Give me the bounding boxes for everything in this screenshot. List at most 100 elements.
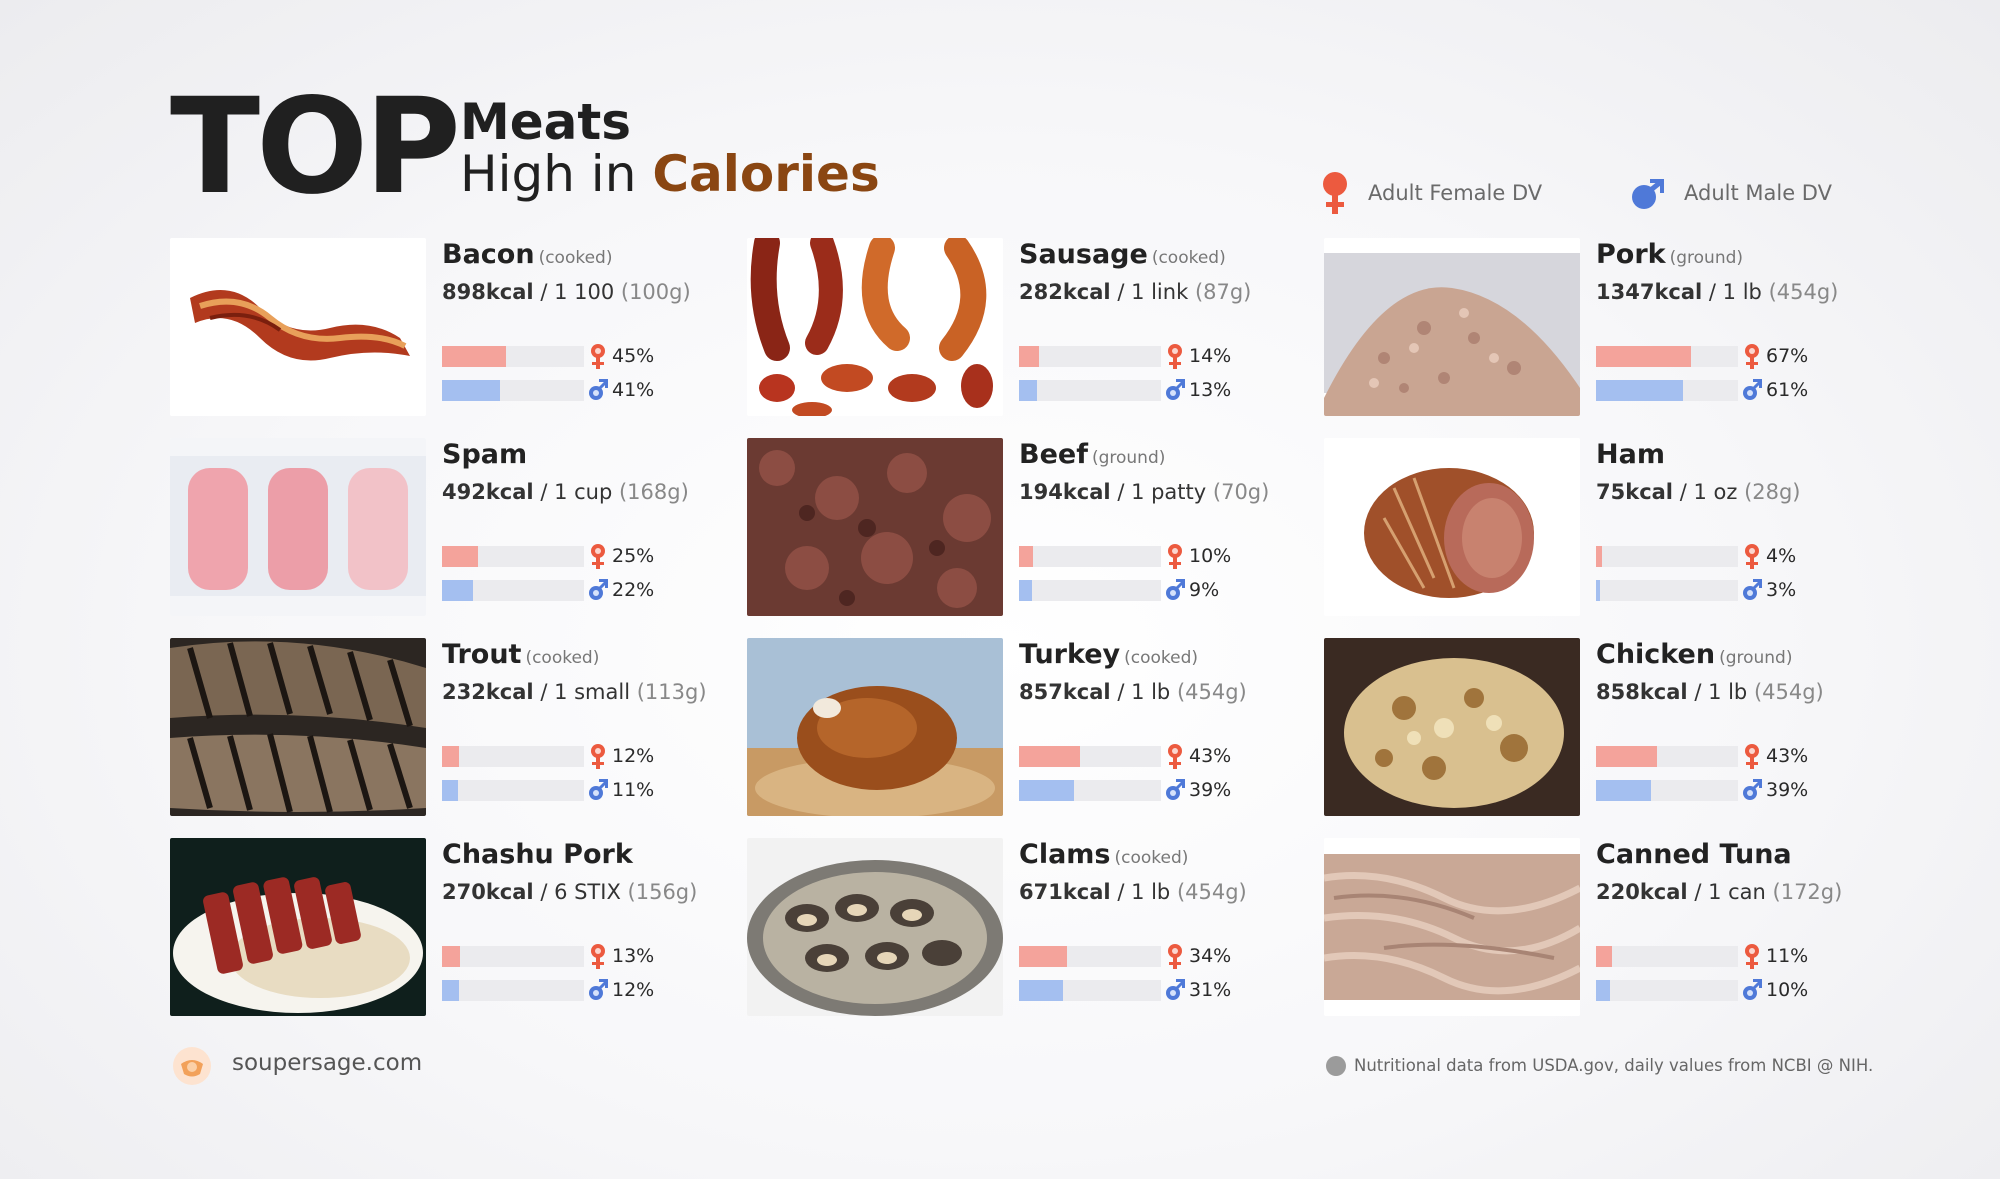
male-dv-pct: 39% bbox=[1766, 779, 1809, 801]
female-dv-row: 12% bbox=[442, 740, 702, 774]
male-symbol-icon bbox=[1743, 379, 1763, 400]
male-dv-pct: 12% bbox=[612, 979, 655, 1001]
food-kcal: 857kcal bbox=[1019, 680, 1111, 704]
male-symbol-icon bbox=[1166, 579, 1186, 600]
food-name: Bacon (cooked) bbox=[442, 238, 722, 275]
female-symbol-icon bbox=[591, 344, 605, 369]
title-prefix: High in bbox=[460, 145, 637, 203]
female-dv-row: 43% bbox=[1596, 740, 1856, 774]
male-dv-row: 12% bbox=[442, 974, 702, 1008]
footer-source: Nutritional data from USDA.gov, daily va… bbox=[1354, 1056, 1874, 1075]
food-grams: (87g) bbox=[1194, 280, 1252, 304]
food-name: Ham bbox=[1596, 438, 1876, 475]
food-prep: (ground) bbox=[1091, 448, 1166, 468]
food-grams: (454g) bbox=[1176, 680, 1247, 704]
soupersage-logo-icon bbox=[173, 1047, 211, 1085]
legend-male-label: Adult Male DV bbox=[1684, 181, 1832, 205]
food-name-text: Turkey bbox=[1019, 639, 1121, 670]
female-dv-pct: 67% bbox=[1766, 345, 1809, 367]
food-name-text: Sausage bbox=[1019, 239, 1148, 270]
food-card: Spam 492kcal / 1 cup (168g) 25% 22% bbox=[170, 438, 710, 618]
info-dot-icon bbox=[1326, 1056, 1346, 1076]
male-dv-track bbox=[1019, 580, 1161, 601]
food-amount: / 1 lb bbox=[1117, 680, 1171, 704]
male-dv-fill bbox=[442, 580, 473, 601]
female-symbol-icon bbox=[591, 544, 605, 569]
dv-bars: 13% 12% bbox=[442, 940, 702, 1008]
food-grams: (168g) bbox=[618, 480, 689, 504]
food-serving: 492kcal / 1 cup (168g) bbox=[442, 477, 722, 507]
sausage-photo bbox=[747, 238, 1003, 416]
female-dv-track bbox=[1019, 546, 1161, 567]
female-dv-track bbox=[1019, 746, 1161, 767]
food-serving: 282kcal / 1 link (87g) bbox=[1019, 277, 1299, 307]
bacon-photo bbox=[170, 238, 426, 416]
female-dv-fill bbox=[1596, 546, 1602, 567]
food-prep: (cooked) bbox=[1124, 648, 1199, 668]
male-symbol-icon bbox=[589, 779, 609, 800]
female-dv-track bbox=[1019, 946, 1161, 967]
food-amount: / 1 small bbox=[540, 680, 631, 704]
food-serving: 671kcal / 1 lb (454g) bbox=[1019, 877, 1299, 907]
female-symbol-icon bbox=[1745, 544, 1759, 569]
male-symbol-icon bbox=[1743, 779, 1763, 800]
male-dv-fill bbox=[1596, 580, 1600, 601]
dv-bars: 25% 22% bbox=[442, 540, 702, 608]
female-dv-fill bbox=[442, 946, 460, 967]
food-amount: / 1 lb bbox=[1708, 280, 1762, 304]
male-dv-pct: 9% bbox=[1189, 579, 1220, 601]
food-name: Turkey (cooked) bbox=[1019, 638, 1299, 675]
female-dv-track bbox=[1596, 946, 1738, 967]
food-info: Clams (cooked) 671kcal / 1 lb (454g) bbox=[1019, 838, 1299, 907]
food-name: Canned Tuna bbox=[1596, 838, 1876, 875]
food-name-text: Pork bbox=[1596, 239, 1666, 270]
clams-photo bbox=[747, 838, 1003, 1016]
food-kcal: 1347kcal bbox=[1596, 280, 1703, 304]
male-dv-fill bbox=[442, 780, 458, 801]
food-grams: (454g) bbox=[1176, 880, 1247, 904]
food-prep: (cooked) bbox=[525, 648, 600, 668]
dv-bars: 10% 9% bbox=[1019, 540, 1279, 608]
female-dv-fill bbox=[1019, 546, 1033, 567]
food-name: Clams (cooked) bbox=[1019, 838, 1299, 875]
female-dv-fill bbox=[442, 546, 478, 567]
food-serving: 232kcal / 1 small (113g) bbox=[442, 677, 722, 707]
ham-photo bbox=[1324, 438, 1580, 616]
food-card: Chashu Pork 270kcal / 6 STIX (156g) 13% … bbox=[170, 838, 710, 1018]
food-kcal: 270kcal bbox=[442, 880, 534, 904]
dv-bars: 67% 61% bbox=[1596, 340, 1856, 408]
female-dv-fill bbox=[442, 746, 459, 767]
food-kcal: 220kcal bbox=[1596, 880, 1688, 904]
dv-bars: 43% 39% bbox=[1019, 740, 1279, 808]
female-dv-fill bbox=[1019, 946, 1067, 967]
male-symbol-icon bbox=[589, 979, 609, 1000]
female-dv-track bbox=[1596, 346, 1738, 367]
female-dv-track bbox=[442, 946, 584, 967]
food-name: Chashu Pork bbox=[442, 838, 722, 875]
female-dv-row: 45% bbox=[442, 340, 702, 374]
food-serving: 270kcal / 6 STIX (156g) bbox=[442, 877, 722, 907]
male-dv-pct: 10% bbox=[1766, 979, 1809, 1001]
food-serving: 1347kcal / 1 lb (454g) bbox=[1596, 277, 1876, 307]
female-dv-pct: 25% bbox=[612, 545, 655, 567]
food-card: Bacon (cooked) 898kcal / 1 100 (100g) 45%… bbox=[170, 238, 710, 418]
food-name-text: Ham bbox=[1596, 439, 1665, 470]
food-serving: 857kcal / 1 lb (454g) bbox=[1019, 677, 1299, 707]
food-kcal: 858kcal bbox=[1596, 680, 1688, 704]
male-dv-track bbox=[1596, 380, 1738, 401]
male-dv-row: 11% bbox=[442, 774, 702, 808]
food-info: Sausage (cooked) 282kcal / 1 link (87g) bbox=[1019, 238, 1299, 307]
food-prep: (cooked) bbox=[538, 248, 613, 268]
food-name-text: Chashu Pork bbox=[442, 839, 633, 870]
footer-site-link[interactable]: soupersage.com bbox=[232, 1050, 423, 1076]
male-dv-track bbox=[1019, 780, 1161, 801]
female-symbol-icon bbox=[591, 744, 605, 769]
male-dv-fill bbox=[1019, 980, 1063, 1001]
food-kcal: 671kcal bbox=[1019, 880, 1111, 904]
food-grams: (172g) bbox=[1772, 880, 1843, 904]
male-dv-pct: 61% bbox=[1766, 379, 1809, 401]
male-symbol-icon bbox=[589, 579, 609, 600]
food-info: Chicken (ground) 858kcal / 1 lb (454g) bbox=[1596, 638, 1876, 707]
male-dv-fill bbox=[1019, 780, 1074, 801]
male-symbol-icon bbox=[1166, 779, 1186, 800]
